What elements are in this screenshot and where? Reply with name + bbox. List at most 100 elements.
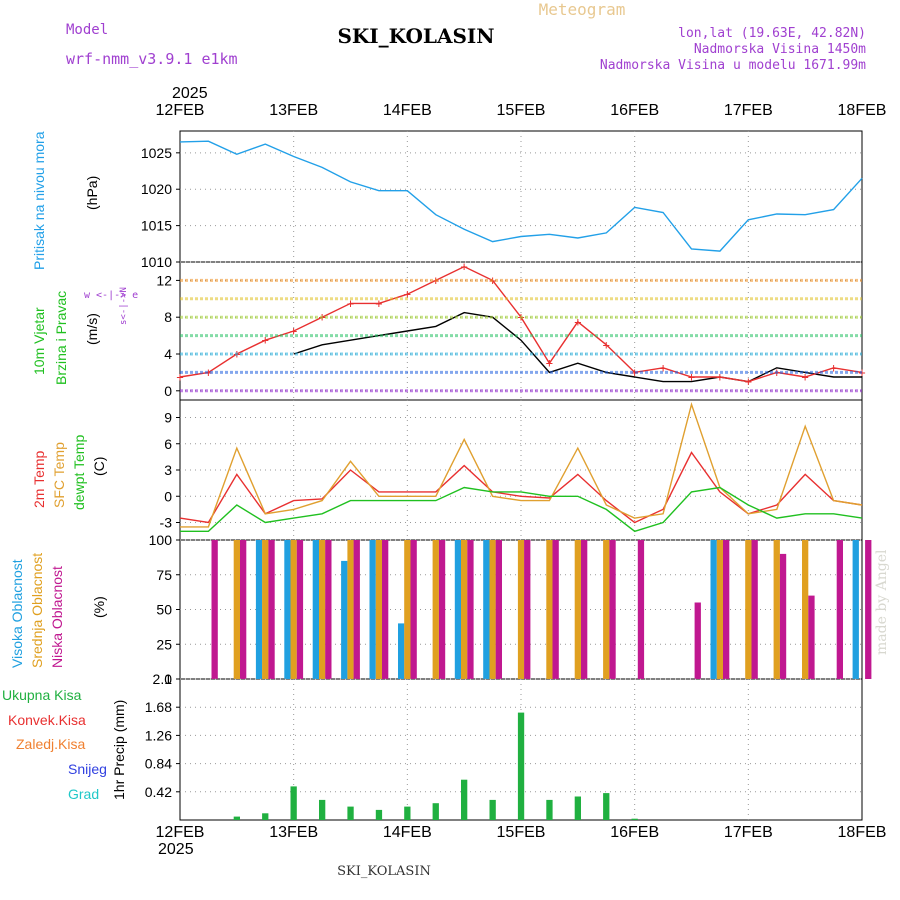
cloud-bar xyxy=(262,540,269,679)
precip-bar xyxy=(262,813,269,820)
model-altitude-label: Nadmorska Visina u modelu 1671.99m xyxy=(600,58,866,73)
x-tick-label-top: 15FEB xyxy=(497,102,546,119)
precip-legend-snow: Snijeg xyxy=(68,761,107,777)
product-title: Meteogram xyxy=(539,0,626,19)
temp-ytick-label: 0 xyxy=(164,488,172,504)
x-tick-label-bottom: 13FEB xyxy=(269,824,318,841)
cloud-bar xyxy=(603,540,610,679)
cloud-bar xyxy=(779,553,787,679)
cloud-bar xyxy=(353,540,360,679)
precip-legend-conv: Konvek.Kisa xyxy=(8,712,86,728)
precip-bar xyxy=(404,806,411,820)
wind-title2: Brzina i Pravac xyxy=(53,291,69,385)
cloud-bar xyxy=(284,540,291,679)
pressure-title: Pritisak na nivou mora xyxy=(31,131,47,270)
wind-ytick-label: 12 xyxy=(156,272,172,288)
precip-bar xyxy=(319,799,326,820)
cloud-bar xyxy=(524,540,531,679)
wind-gust-point: + xyxy=(546,356,553,370)
wind-gust-point: + xyxy=(716,370,723,384)
cloud-bar xyxy=(836,540,843,679)
cloud-bar xyxy=(268,540,275,679)
wind-gust-point: + xyxy=(745,375,752,389)
precip-bar xyxy=(631,818,638,820)
x-tick-label-top: 12FEB xyxy=(156,102,205,119)
x-tick-label-bottom: 15FEB xyxy=(497,824,546,841)
cloud-bar xyxy=(432,540,439,679)
precip-legend-total: Ukupna Kisa xyxy=(2,687,82,703)
cloud-bar xyxy=(369,540,376,679)
precip-bar xyxy=(290,786,297,820)
temp-ytick-label: 3 xyxy=(164,462,172,478)
cloud-bar xyxy=(341,560,348,679)
precip-legend-frz: Zaledj.Kisa xyxy=(16,736,85,752)
precip-bar xyxy=(489,799,496,820)
cloud-ytick-label: 25 xyxy=(156,636,172,652)
pressure-ytick-label: 1015 xyxy=(141,218,172,234)
wind-gust-point: + xyxy=(659,361,666,375)
temp-title3: dewpt Temp xyxy=(71,435,87,510)
cloud-bar xyxy=(325,540,332,679)
cloud-bar xyxy=(489,540,496,679)
wind-gust-point: + xyxy=(461,260,468,274)
pressure-ytick-label: 1025 xyxy=(141,145,172,161)
x-tick-label-top: 14FEB xyxy=(383,102,432,119)
wind-gust-point: + xyxy=(574,315,581,329)
year-bottom-label: 2025 xyxy=(158,841,194,858)
precip-bar xyxy=(347,806,354,820)
x-tick-label-bottom: 16FEB xyxy=(610,824,659,841)
wind-gust-point: + xyxy=(347,296,354,310)
precip-bar xyxy=(546,799,553,820)
x-tick-label-bottom: 17FEB xyxy=(724,824,773,841)
wind-gust-point: + xyxy=(802,370,809,384)
temp-ytick-label: 9 xyxy=(164,410,172,426)
cloud-bar xyxy=(240,540,247,679)
cloud-bar xyxy=(347,540,354,679)
cloud-bar xyxy=(461,540,468,679)
cloud-bar xyxy=(552,540,559,679)
cloud-unit: (%) xyxy=(91,596,107,618)
wind-gust-point: + xyxy=(262,333,269,347)
x-tick-label-bottom: 12FEB xyxy=(156,824,205,841)
cloud-title1: Visoka Oblacnost xyxy=(9,559,25,668)
cloud-bar xyxy=(454,540,462,679)
cloud-bar xyxy=(581,540,588,679)
precip-bar xyxy=(375,809,383,820)
model-label: Model xyxy=(66,22,108,38)
cloud-title3: Niska Oblacnost xyxy=(49,566,65,668)
precip-bar xyxy=(603,793,610,820)
pressure-ytick-label: 1020 xyxy=(141,181,172,197)
wind-unit: (m/s) xyxy=(84,313,100,345)
wind-title1: 10m Vjetar xyxy=(31,307,47,375)
precip-ytick-label: 2.1 xyxy=(153,671,173,687)
wind-compass-h: w <-|-> e xyxy=(84,290,138,301)
precip-bar xyxy=(574,796,581,820)
wind-gust-point: + xyxy=(176,370,183,384)
precip-bar xyxy=(517,712,525,820)
watermark: made by Angel xyxy=(874,549,890,655)
cloud-bar xyxy=(773,540,780,679)
x-tick-label-top: 17FEB xyxy=(724,102,773,119)
temp-title2: SFC Temp xyxy=(51,442,67,508)
cloud-bar xyxy=(404,540,411,679)
cloud-bar xyxy=(723,540,730,679)
precip-ytick-label: 0.42 xyxy=(145,784,172,800)
wind-ytick-label: 0 xyxy=(164,383,172,399)
cloud-bar xyxy=(694,602,701,679)
precip-legend-grad: Grad xyxy=(68,786,99,802)
cloud-bar xyxy=(467,540,474,679)
cloud-ytick-label: 75 xyxy=(156,567,172,583)
cloud-bar xyxy=(745,540,752,679)
cloud-bar xyxy=(483,540,490,679)
cloud-bar xyxy=(852,540,859,679)
precip-bar xyxy=(432,803,439,820)
wind-gust-point: + xyxy=(688,370,695,384)
cloud-bar xyxy=(398,623,405,679)
x-tick-label-top: 13FEB xyxy=(269,102,318,119)
station-title: SKI_KOLASIN xyxy=(337,24,494,48)
pressure-ytick-label: 1010 xyxy=(141,254,172,270)
cloud-bar xyxy=(233,540,240,679)
cloud-bar xyxy=(802,540,809,679)
precip-bar xyxy=(461,779,468,820)
cloud-bar xyxy=(546,540,553,679)
